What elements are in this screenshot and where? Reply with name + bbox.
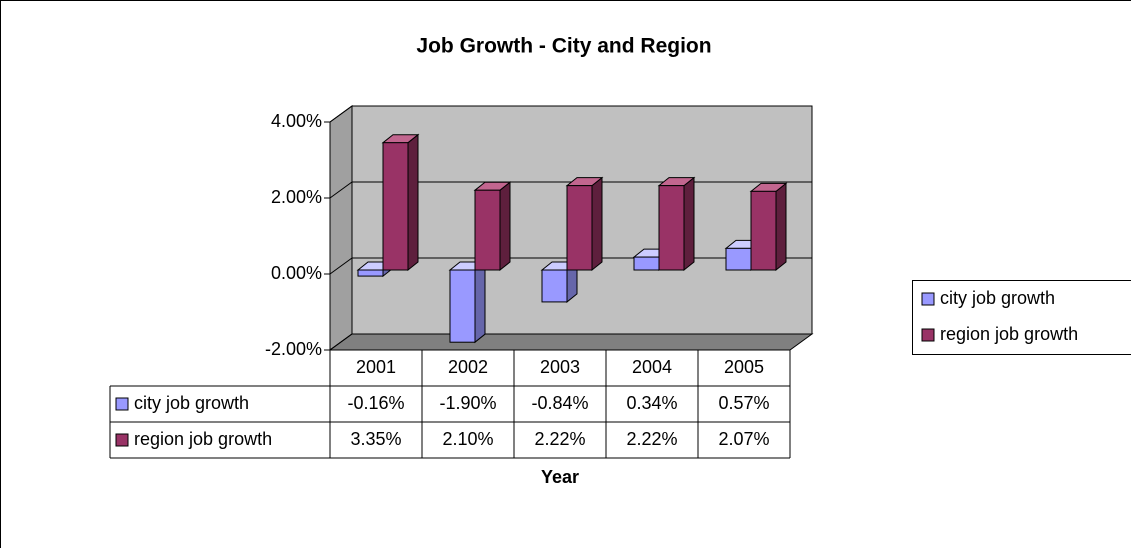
- bar-side: [683, 176, 695, 272]
- legend-key: [921, 328, 935, 342]
- table-value: -0.84%: [531, 393, 588, 413]
- y-tick-label: 4.00%: [271, 111, 322, 131]
- bar: [474, 189, 501, 271]
- x-axis-title: Year: [541, 467, 579, 487]
- bar: [357, 269, 384, 277]
- table-key: [115, 433, 129, 447]
- table-value: 2.07%: [718, 429, 769, 449]
- bar: [541, 269, 568, 303]
- legend-label: region job growth: [940, 324, 1078, 344]
- bar: [633, 256, 660, 271]
- bar: [750, 190, 777, 271]
- table-row-label: region job growth: [134, 429, 272, 449]
- bar: [449, 269, 476, 343]
- x-tick-label: 2004: [632, 357, 672, 377]
- table-row-label: city job growth: [134, 393, 249, 413]
- table-value: 0.57%: [718, 393, 769, 413]
- side-wall: [329, 105, 353, 351]
- table-value: 2.22%: [626, 429, 677, 449]
- floor: [328, 333, 814, 351]
- table-value: 3.35%: [350, 429, 401, 449]
- y-tick-label: 2.00%: [271, 187, 322, 207]
- legend-key: [921, 292, 935, 306]
- legend-label: city job growth: [940, 288, 1055, 308]
- bar: [566, 185, 593, 271]
- table-value: 2.10%: [442, 429, 493, 449]
- table-value: -0.16%: [347, 393, 404, 413]
- y-tick-label: 0.00%: [271, 263, 322, 283]
- chart-title: Job Growth - City and Region: [416, 35, 711, 58]
- grid-line: [329, 181, 812, 199]
- bar-side: [407, 133, 419, 272]
- table-key: [115, 397, 129, 411]
- x-tick-label: 2003: [540, 357, 580, 377]
- x-tick-label: 2001: [356, 357, 396, 377]
- grid-line: [329, 105, 812, 123]
- table-value: -1.90%: [439, 393, 496, 413]
- x-tick-label: 2002: [448, 357, 488, 377]
- grid-line: [329, 333, 812, 351]
- bar: [382, 142, 409, 271]
- y-tick-label: -2.00%: [265, 339, 322, 359]
- bar-side: [474, 260, 486, 344]
- legend-box: [912, 280, 1131, 355]
- x-tick-label: 2005: [724, 357, 764, 377]
- bar-side: [591, 176, 603, 272]
- table-value: 2.22%: [534, 429, 585, 449]
- bar: [725, 247, 752, 271]
- bar: [658, 185, 685, 271]
- bar-side: [499, 181, 511, 272]
- table-value: 0.34%: [626, 393, 677, 413]
- bar-side: [775, 182, 787, 272]
